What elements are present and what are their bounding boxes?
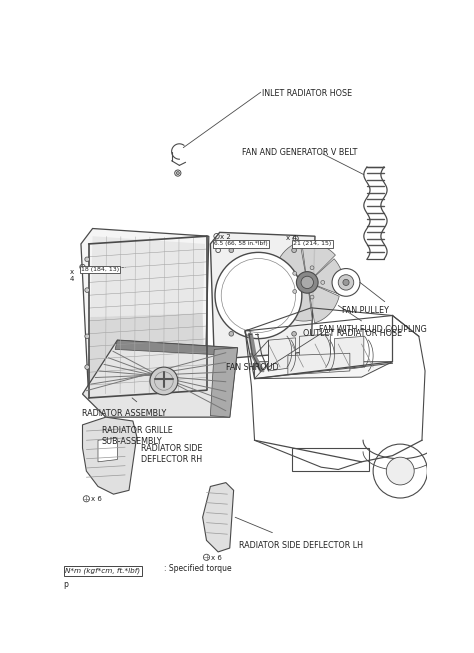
Text: INLET RADIATOR HOSE: INLET RADIATOR HOSE (262, 89, 353, 98)
Circle shape (296, 272, 318, 293)
Polygon shape (210, 348, 237, 417)
Polygon shape (202, 483, 234, 552)
Polygon shape (334, 336, 364, 371)
Circle shape (332, 268, 360, 296)
Polygon shape (81, 229, 209, 398)
Circle shape (85, 334, 90, 339)
Polygon shape (271, 269, 300, 306)
Text: FAN SHROUD: FAN SHROUD (226, 363, 279, 372)
Circle shape (301, 276, 313, 289)
Text: RADIATOR SIDE
DEFLECTOR RH: RADIATOR SIDE DEFLECTOR RH (141, 444, 202, 464)
Circle shape (310, 266, 314, 270)
Circle shape (343, 279, 349, 285)
Bar (292, 448, 369, 471)
Text: OUTLET RADIATOR HOSE: OUTLET RADIATOR HOSE (303, 328, 402, 338)
Text: RADIATOR ASSEMBLY: RADIATOR ASSEMBLY (82, 409, 167, 419)
Text: x 6: x 6 (211, 555, 222, 561)
Polygon shape (300, 334, 330, 371)
Text: 21 (214, 15): 21 (214, 15) (293, 242, 331, 246)
Text: x 6: x 6 (91, 496, 102, 502)
Circle shape (338, 275, 354, 290)
Circle shape (292, 248, 296, 253)
Circle shape (85, 288, 90, 293)
Text: 18 (184, 13): 18 (184, 13) (81, 267, 119, 272)
Circle shape (150, 367, 178, 395)
Polygon shape (275, 242, 305, 279)
Polygon shape (288, 353, 350, 375)
Circle shape (386, 457, 414, 485)
Circle shape (310, 295, 314, 299)
Polygon shape (115, 340, 237, 356)
Circle shape (293, 272, 297, 276)
Text: x 4: x 4 (286, 236, 297, 242)
Text: 4: 4 (70, 276, 74, 282)
Text: RADIATOR GRILLE
SUB-ASSEMBLY: RADIATOR GRILLE SUB-ASSEMBLY (102, 426, 173, 446)
Polygon shape (82, 340, 237, 417)
Text: 6.5 (66, 58 in.*lbf): 6.5 (66, 58 in.*lbf) (214, 242, 268, 246)
Polygon shape (90, 236, 205, 317)
Circle shape (229, 332, 234, 336)
Circle shape (229, 248, 234, 253)
Circle shape (85, 257, 90, 262)
Text: N*m (kgf*cm, ft.*lbf): N*m (kgf*cm, ft.*lbf) (65, 568, 141, 575)
Polygon shape (210, 232, 315, 359)
Text: p: p (63, 581, 68, 590)
Polygon shape (315, 259, 344, 296)
Polygon shape (279, 289, 312, 321)
Polygon shape (309, 286, 339, 323)
Text: RADIATOR SIDE DEFLECTOR LH: RADIATOR SIDE DEFLECTOR LH (239, 541, 363, 550)
Polygon shape (98, 438, 118, 462)
Text: : Specified torque: : Specified torque (164, 564, 231, 573)
Polygon shape (89, 313, 205, 398)
Text: FAN WITH FLUID COUPLING: FAN WITH FLUID COUPLING (319, 325, 427, 334)
Text: FAN PULLEY: FAN PULLEY (342, 306, 389, 315)
Circle shape (293, 289, 297, 293)
Circle shape (292, 332, 296, 336)
Text: FAN AND GENERATOR V BELT: FAN AND GENERATOR V BELT (242, 148, 357, 157)
Polygon shape (82, 417, 137, 494)
Circle shape (321, 281, 325, 284)
Circle shape (176, 172, 179, 174)
Text: x 2: x 2 (220, 234, 231, 240)
Polygon shape (302, 244, 336, 276)
Circle shape (85, 365, 90, 370)
Polygon shape (255, 362, 392, 379)
Circle shape (215, 252, 302, 339)
Text: x: x (69, 268, 73, 274)
Polygon shape (268, 338, 296, 371)
